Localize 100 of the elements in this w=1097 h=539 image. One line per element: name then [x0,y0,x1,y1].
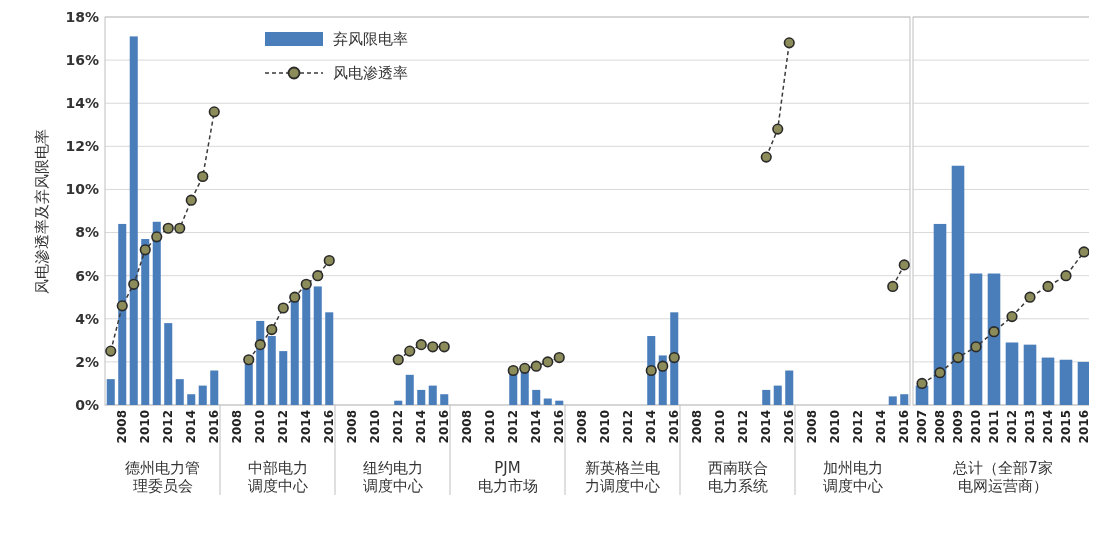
point [783,37,795,49]
text: 新英格兰电力调度中心 [585,459,660,495]
x-tick-label: 2013 [1023,410,1038,444]
point [507,364,519,377]
bar [210,370,219,405]
bar [141,239,150,405]
x-tick-label: 2014 [414,410,429,444]
x-tick-label: 2012 [621,410,636,444]
bar [279,351,288,405]
point [1078,246,1089,258]
x-tick-label: 2016 [1077,410,1092,444]
bar [532,389,541,405]
x-tick-label: 2010 [969,410,984,444]
bar [987,273,1001,405]
point [934,367,946,379]
bar [543,398,552,405]
x-tick-label: 2016 [437,410,452,444]
x-tick-label: 2012 [1005,410,1020,444]
x-tick-label: 2007 [915,410,930,444]
point [1042,280,1054,293]
x-tick-label: 2016 [552,410,567,444]
x-tick-label: 2009 [951,410,966,444]
x-tick-label: 2010 [598,410,613,444]
point [392,354,404,366]
bar [785,370,794,405]
x-tick-label: 2010 [483,410,498,444]
y-tick-label: 4% [75,310,99,327]
bar [951,165,965,405]
bar [405,374,414,405]
point [657,360,669,372]
y-tick-label: 18% [65,8,99,25]
bar [1059,359,1073,405]
point [1024,291,1036,303]
x-tick-label: 2011 [987,410,1002,444]
y-tick-label: 12% [65,138,99,155]
x-tick-label: 2010 [368,410,383,444]
point [519,362,531,374]
bar [888,396,897,405]
x-tick-label: 2014 [1041,410,1056,444]
point [116,300,128,312]
x-tick-label: 2008 [230,410,245,444]
point [254,339,266,351]
text: 德州电力管理委员会 [125,459,200,495]
point [645,364,657,377]
x-tick-label: 2008 [933,410,948,444]
text: 加州电力调度中心 [822,459,883,495]
bar [440,394,449,405]
x-tick-label: 2010 [713,410,728,444]
point [952,351,964,364]
x-tick-label: 2014 [299,410,314,444]
point [415,339,427,351]
x-tick-label: 2014 [644,410,659,444]
point [668,351,680,364]
point [916,377,928,390]
x-tick-label: 2014 [529,410,544,444]
y-tick-label: 16% [65,52,99,69]
bar [1041,357,1055,405]
point [988,326,1000,338]
bar [118,223,127,405]
point [243,354,255,366]
y-tick-label: 10% [65,181,99,198]
y-tick-label: 6% [75,267,99,284]
point [898,259,910,271]
point [208,106,220,118]
bar [267,336,276,405]
point [162,222,174,234]
point [300,278,312,290]
point [277,302,289,314]
bar [313,286,322,405]
x-tick-label: 2012 [506,410,521,444]
bar [106,379,115,405]
point [1006,311,1018,323]
bar [1077,361,1089,405]
bar [302,288,311,405]
y-axis-title: 风电渗透率及弃风限电率 [33,128,51,294]
point [427,341,439,353]
legend-label: 风电渗透率 [333,64,408,83]
bar [900,394,909,405]
x-tick-label: 2012 [851,410,866,444]
x-tick-label: 2008 [115,410,130,444]
point [970,341,982,353]
bar [555,400,564,405]
text: 纽约电力调度中心 [362,459,423,495]
point [185,194,197,206]
point [197,170,209,183]
y-tick-label: 0% [75,396,99,413]
bar [244,364,253,405]
y-tick-label: 2% [75,353,99,370]
text: PJM 电力市场 [477,459,538,495]
bar [1005,342,1019,405]
point [289,291,301,303]
x-tick-label: 2008 [690,410,705,444]
bar [773,385,782,405]
point [139,244,151,256]
x-tick-label: 2012 [736,410,751,444]
text: 总计（全部7家电网运营商） [952,459,1053,495]
x-tick-label: 2016 [322,410,337,444]
y-tick-label: 8% [75,224,99,241]
point [404,345,416,357]
bar [175,379,184,405]
